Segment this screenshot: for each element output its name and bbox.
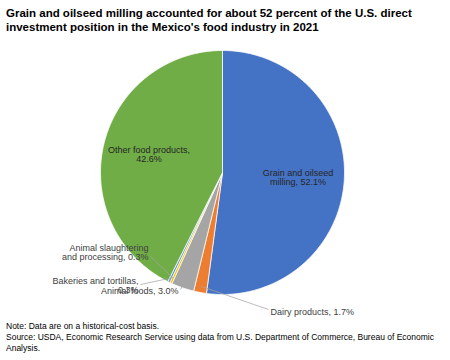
svg-text:Grain and oilseedmilling, 52.1: Grain and oilseedmilling, 52.1% bbox=[263, 168, 334, 187]
svg-text:Dairy products, 1.7%: Dairy products, 1.7% bbox=[271, 307, 355, 317]
svg-text:Animal foods, 3.0%: Animal foods, 3.0% bbox=[101, 286, 179, 296]
svg-text:Bakeries and tortillas,0.3%: Bakeries and tortillas,0.3% bbox=[52, 276, 138, 295]
html-text:Grain and oilseed milling acco: Grain and oilseed milling accounted for … bbox=[6, 7, 412, 33]
svg-text:Animal slaughteringand process: Animal slaughteringand processing, 0.3% bbox=[62, 243, 149, 262]
html-text:Note: Data are on a historical: Note: Data are on a historical-cost basi… bbox=[6, 321, 160, 331]
html-text:Source: USDA, Economic Researc: Source: USDA, Economic Research Service … bbox=[6, 332, 434, 353]
svg-text:Other food products,42.6%: Other food products,42.6% bbox=[108, 145, 190, 164]
